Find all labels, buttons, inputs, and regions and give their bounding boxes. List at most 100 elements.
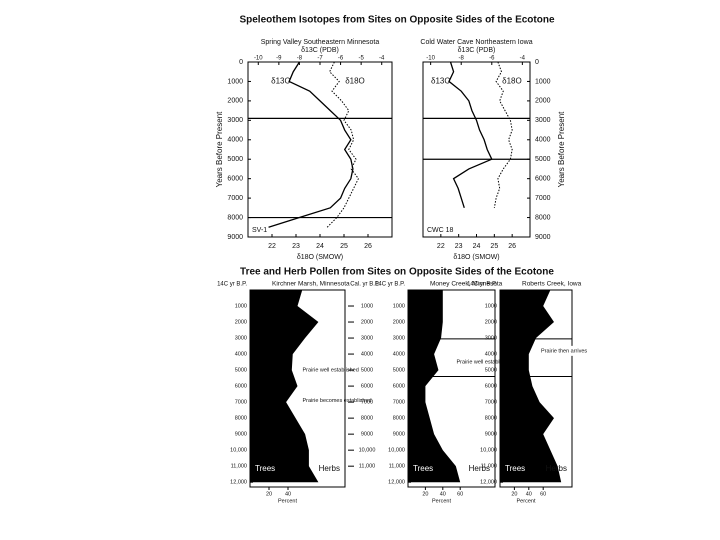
y-tick-label: 12,000 bbox=[480, 480, 497, 486]
y-tick-label: 0 bbox=[239, 59, 243, 66]
y-tick-label: 6000 bbox=[393, 384, 405, 390]
y-tick-label: 7000 bbox=[485, 400, 497, 406]
y-tick-label: 3000 bbox=[535, 117, 551, 124]
y-tick-label: 1000 bbox=[393, 303, 405, 309]
scale-label: 4000 bbox=[361, 352, 373, 358]
bottom-axis-label: δ18O (SMOW) bbox=[297, 254, 343, 261]
herbs-label: Herbs bbox=[319, 464, 340, 473]
y-tick-label: 4000 bbox=[227, 137, 243, 144]
bottom-tick-label: 24 bbox=[316, 243, 324, 250]
scale-label: 8000 bbox=[361, 416, 373, 422]
y-tick-label: 2000 bbox=[393, 319, 405, 325]
top-axis-label: δ13C (PDB) bbox=[458, 47, 496, 54]
x-axis-label: Percent bbox=[432, 498, 451, 504]
y-tick-label: 9000 bbox=[393, 432, 405, 438]
annotation-bg bbox=[300, 365, 335, 376]
y-tick-label: 5000 bbox=[227, 156, 243, 163]
bottom-tick-label: 23 bbox=[455, 243, 463, 250]
y-tick-label: 9000 bbox=[485, 432, 497, 438]
y-tick-label: 8000 bbox=[393, 416, 405, 422]
y-tick-label: 2000 bbox=[485, 319, 497, 325]
bottom-tick-label: 26 bbox=[508, 243, 516, 250]
bottom-tick-label: 22 bbox=[437, 243, 445, 250]
bottom-tick-label: 22 bbox=[268, 243, 276, 250]
x-tick-label: 40 bbox=[285, 491, 291, 497]
y-tick-label: 8000 bbox=[485, 416, 497, 422]
tree-pollen-area bbox=[250, 290, 319, 483]
scale-label: 6000 bbox=[361, 384, 373, 390]
y-tick-label: 11,000 bbox=[481, 464, 497, 470]
site-label: CWC 18 bbox=[427, 227, 454, 234]
y-tick-label: 6000 bbox=[535, 176, 551, 183]
annotation: Prairie then arrives bbox=[541, 348, 587, 354]
y-tick-label: 5000 bbox=[535, 156, 551, 163]
annotation: Prairie well established bbox=[303, 368, 359, 374]
y-tick-label: 10,000 bbox=[480, 448, 497, 454]
annotation: Prairie well established bbox=[457, 360, 513, 366]
trees-label: Trees bbox=[505, 464, 525, 473]
y-axis-label: 14C yr B.P. bbox=[467, 282, 497, 288]
y-tick-label: 8000 bbox=[227, 214, 243, 221]
panel-frame bbox=[422, 61, 531, 238]
top-tick-label: -4 bbox=[520, 56, 526, 62]
x-tick-label: 60 bbox=[457, 491, 463, 497]
y-tick-label: 6000 bbox=[227, 176, 243, 183]
top-tick-label: -4 bbox=[379, 56, 385, 62]
panel-frame bbox=[249, 289, 346, 488]
x-tick-label: 20 bbox=[422, 491, 428, 497]
bottom-tick-label: 25 bbox=[340, 243, 348, 250]
y-tick-label: 3000 bbox=[235, 336, 247, 342]
top-tick-label: -6 bbox=[338, 56, 344, 62]
top-tick-label: -10 bbox=[254, 56, 263, 62]
y-tick-label: 3000 bbox=[227, 117, 243, 124]
y-tick-label: 2000 bbox=[227, 98, 243, 105]
y-axis-label: Years Before Present bbox=[557, 111, 566, 188]
section-title: Speleothem Isotopes from Sites on Opposi… bbox=[239, 15, 554, 26]
scale-label: 7000 bbox=[361, 400, 373, 406]
y-axis-label: 14C yr B.P. bbox=[375, 282, 405, 288]
isotope-line bbox=[493, 61, 513, 208]
y-tick-label: 1000 bbox=[535, 78, 551, 85]
herbs-label: Herbs bbox=[546, 464, 567, 473]
y-tick-label: 7000 bbox=[535, 195, 551, 202]
series-label: δ18O bbox=[345, 77, 365, 86]
panel-title: Kirchner Marsh, Minnesota bbox=[272, 281, 350, 288]
trees-label: Trees bbox=[255, 464, 275, 473]
series-label: δ18O bbox=[502, 77, 522, 86]
y-tick-label: 9000 bbox=[227, 234, 243, 241]
y-tick-label: 7000 bbox=[235, 400, 247, 406]
y-tick-label: 9000 bbox=[235, 432, 247, 438]
x-tick-label: 40 bbox=[526, 491, 532, 497]
y-tick-label: 11,000 bbox=[231, 464, 247, 470]
scale-label: 5000 bbox=[361, 368, 373, 374]
scale-label: 2000 bbox=[361, 319, 373, 325]
top-axis-label: δ13C (PDB) bbox=[301, 47, 339, 54]
x-axis-label: Percent bbox=[278, 498, 297, 504]
bottom-tick-label: 26 bbox=[364, 243, 372, 250]
site-label: SV-1 bbox=[252, 227, 267, 234]
top-tick-label: -7 bbox=[317, 56, 323, 62]
y-axis-label: 14C yr B.P. bbox=[217, 282, 247, 288]
y-tick-label: 3000 bbox=[485, 336, 497, 342]
y-tick-label: 6000 bbox=[235, 384, 247, 390]
panel-title: Spring Valley Southeastern Minnesota bbox=[261, 39, 380, 46]
y-tick-label: 5000 bbox=[235, 368, 247, 374]
scale-label: 11,000 bbox=[359, 464, 375, 470]
bottom-tick-label: 25 bbox=[490, 243, 498, 250]
panel-title: Money Creek, Minnesota bbox=[430, 281, 503, 288]
y-tick-label: 4000 bbox=[535, 137, 551, 144]
herbs-label: Herbs bbox=[469, 464, 490, 473]
y-tick-label: 3000 bbox=[393, 336, 405, 342]
top-tick-label: -10 bbox=[426, 56, 435, 62]
y-tick-label: 12,000 bbox=[388, 480, 405, 486]
x-tick-label: 60 bbox=[540, 491, 546, 497]
tree-pollen-area bbox=[500, 290, 562, 483]
annotation-bg bbox=[300, 395, 335, 406]
y-tick-label: 8000 bbox=[535, 214, 551, 221]
top-tick-label: -5 bbox=[358, 56, 364, 62]
y-tick-label: 9000 bbox=[535, 234, 551, 241]
scale-label: 3000 bbox=[361, 336, 373, 342]
y-tick-label: 8000 bbox=[235, 416, 247, 422]
isotope-line bbox=[326, 61, 359, 228]
